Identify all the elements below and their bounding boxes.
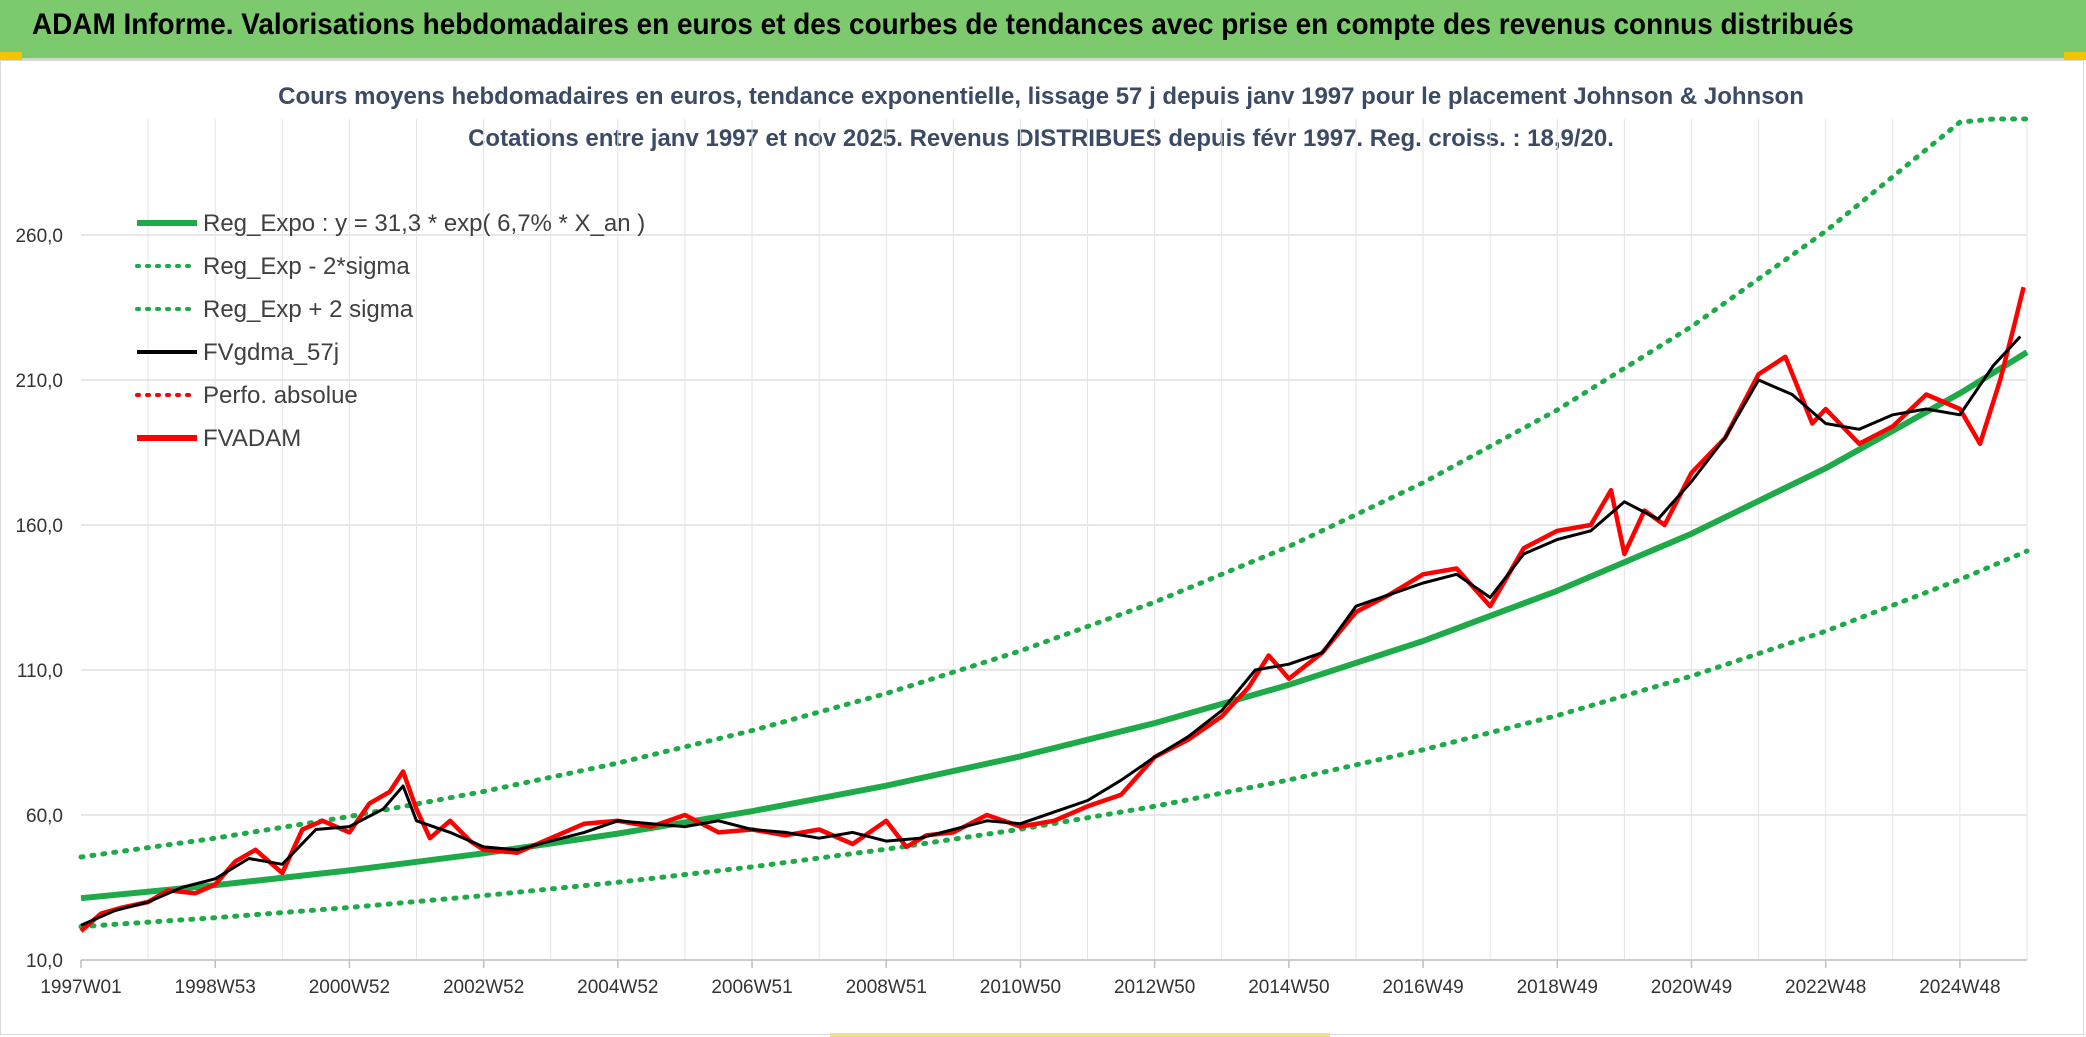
x-tick-label: 2008W51: [846, 977, 927, 998]
x-tick-label: 2004W52: [577, 977, 658, 998]
y-tick-label: 160,0: [15, 516, 63, 537]
x-tick-label: 2016W49: [1382, 977, 1463, 998]
legend-label: FVgdma_57j: [203, 339, 339, 366]
y-axis: 10,0 60,0 110,0 160,0 210,0 260,0: [15, 226, 63, 972]
x-tick-label: 2018W49: [1517, 977, 1598, 998]
series-line-fvgdma-57j: [80, 335, 2022, 927]
x-tick-label: 1998W53: [175, 977, 256, 998]
series-line-reg-exp-2-sigma: [78, 548, 2030, 930]
x-tick-label: 2022W48: [1785, 977, 1866, 998]
legend-label: Reg_Expo : y = 31,3 * exp( 6,7% * X_an ): [203, 210, 645, 237]
x-tick-label: 2014W50: [1248, 977, 1329, 998]
x-tick-label: 1997W01: [40, 977, 121, 998]
x-tick-label: 2012W50: [1114, 977, 1195, 998]
series-line-reg-expo-y-31-3-exp-6-7-x-an: [80, 349, 2029, 902]
y-tick-label: 60,0: [26, 806, 63, 827]
legend-label: Perfo. absolue: [203, 382, 358, 409]
y-tick-label: 210,0: [15, 371, 63, 392]
corner-marker-left: [0, 52, 22, 60]
chart-title: Cours moyens hebdomadaires en euros, ten…: [278, 83, 1804, 110]
chart-subtitle: Cotations entre janv 1997 et nov 2025. R…: [468, 125, 1614, 152]
bottom-strip: [830, 1033, 1330, 1037]
chart-area: Cours moyens hebdomadaires en euros, ten…: [0, 60, 2084, 1035]
plot-area: [78, 116, 2030, 933]
x-tick-label: 2002W52: [443, 977, 524, 998]
x-axis: 1997W01 1998W53 2000W52 2002W52 2004W52 2006W…: [40, 959, 2027, 998]
y-tick-label: 10,0: [26, 951, 63, 972]
y-tick-label: 260,0: [15, 226, 63, 247]
corner-marker-right: [2064, 52, 2086, 60]
line-chart: Cours moyens hebdomadaires en euros, ten…: [15, 83, 2030, 998]
legend: Reg_Expo : y = 31,3 * exp( 6,7% * X_an )…: [135, 210, 645, 452]
x-tick-label: 2006W51: [711, 977, 792, 998]
gridlines: [81, 119, 2028, 961]
legend-label: Reg_Exp + 2 sigma: [203, 296, 414, 323]
x-tick-label: 2000W52: [309, 977, 390, 998]
x-tick-label: 2020W49: [1651, 977, 1732, 998]
report-title: ADAM Informe. Valorisations hebdomadaire…: [32, 8, 1854, 41]
title-banner: ADAM Informe. Valorisations hebdomadaire…: [0, 0, 2086, 60]
x-tick-label: 2024W48: [1919, 977, 2000, 998]
y-tick-label: 110,0: [17, 661, 63, 682]
legend-label: Reg_Exp - 2*sigma: [203, 253, 410, 280]
x-tick-label: 2010W50: [980, 977, 1061, 998]
series-line-reg-exp-2-sigma: [78, 116, 2030, 860]
series-line-fvadam: [79, 286, 2026, 933]
legend-label: FVADAM: [203, 425, 301, 452]
